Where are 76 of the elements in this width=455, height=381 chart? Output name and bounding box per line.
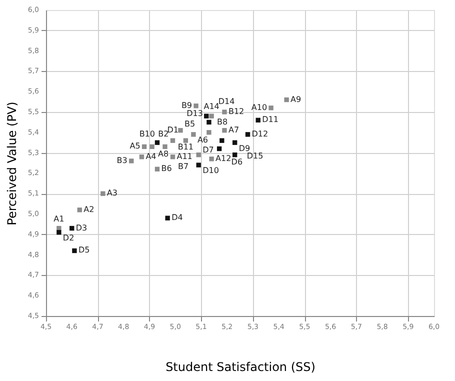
point: [196, 152, 201, 158]
annotation: B7: [178, 162, 189, 171]
annotation: B12: [228, 107, 244, 116]
point: [165, 216, 170, 220]
point: [222, 110, 227, 114]
point: [56, 230, 62, 235]
y-axis-title: Perceived Value (PV): [5, 102, 19, 226]
point: [268, 106, 274, 110]
point: [209, 114, 214, 118]
point: [129, 158, 134, 164]
point: [72, 248, 77, 254]
point: [77, 208, 82, 212]
annotation: A1: [54, 214, 64, 224]
annotation: D12: [252, 129, 268, 138]
annotation: A2: [84, 204, 94, 214]
annotation: B2: [158, 130, 169, 139]
annotation: B10: [139, 130, 155, 139]
annotation: A14: [204, 102, 220, 112]
annotation: D15: [246, 152, 264, 161]
point: [196, 162, 201, 168]
annotation: B8: [216, 117, 228, 126]
point: [206, 130, 212, 135]
annotation: D11: [262, 115, 278, 124]
annotation: D4: [172, 213, 183, 222]
annotation: D6: [231, 158, 243, 167]
annotation: A3: [106, 188, 118, 198]
point: [142, 144, 147, 150]
point: [183, 138, 188, 143]
point: [56, 226, 62, 231]
annotation: A8: [158, 150, 169, 159]
annotation: A7: [228, 125, 240, 134]
point: [256, 118, 260, 123]
point: [150, 144, 154, 150]
point: [170, 138, 176, 143]
annotation: B6: [161, 164, 172, 174]
annotation: A5: [130, 142, 140, 151]
annotation: D13: [186, 109, 203, 118]
point: [206, 120, 212, 125]
annotation: A9: [290, 94, 302, 104]
annotation: A6: [197, 135, 208, 144]
annotation: D1: [167, 126, 178, 135]
point: [209, 156, 214, 162]
point: [220, 138, 224, 143]
point: [245, 132, 250, 137]
point: [191, 132, 196, 137]
annotation: A4: [146, 152, 156, 161]
point: [70, 226, 74, 231]
point: [216, 146, 222, 152]
point: [204, 114, 209, 118]
point: [170, 154, 176, 160]
annotation: D2: [62, 233, 74, 242]
point: [139, 154, 144, 160]
annotation: A12: [216, 154, 232, 163]
point: [100, 191, 106, 196]
point: [284, 97, 289, 102]
annotation: D14: [218, 97, 235, 106]
annotation: A11: [176, 152, 192, 161]
annotation: D9: [238, 144, 250, 153]
annotation: B3: [116, 156, 128, 165]
point: [178, 128, 183, 133]
x-axis-title: Student Satisfaction (SS): [166, 360, 316, 374]
point: [232, 140, 238, 145]
point: [232, 152, 238, 158]
annotation: D5: [78, 246, 90, 255]
annotation: D3: [76, 223, 88, 232]
point: [154, 166, 160, 172]
annotation: B9: [181, 100, 192, 110]
annotation: B11: [178, 142, 194, 152]
annotation: D10: [202, 166, 219, 176]
annotation: B5: [184, 119, 196, 128]
annotation: D7: [202, 146, 214, 155]
point: [194, 104, 198, 108]
point: [222, 128, 227, 133]
point: [154, 140, 160, 145]
annotation: A10: [251, 102, 268, 112]
point: [162, 144, 168, 150]
